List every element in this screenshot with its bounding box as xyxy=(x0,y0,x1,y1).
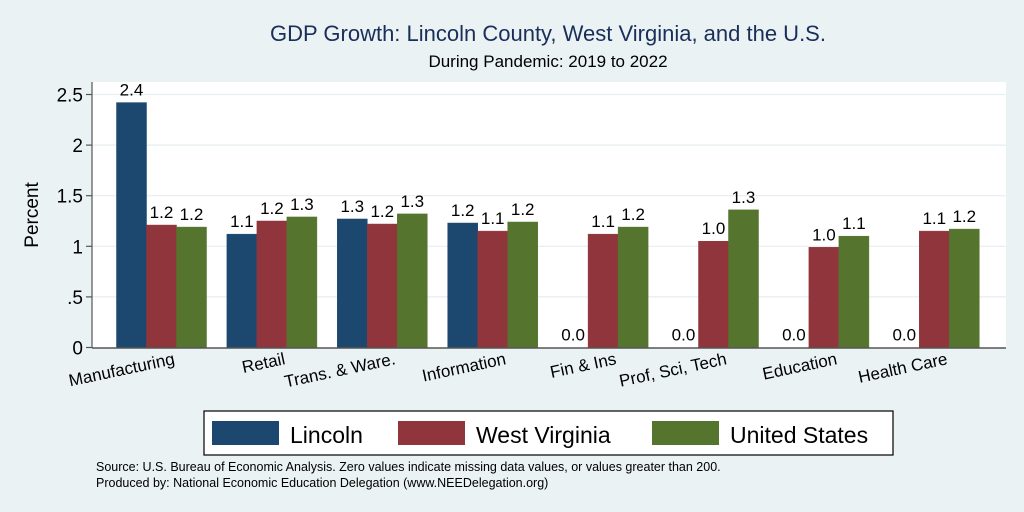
category-label: Education xyxy=(761,349,839,383)
bar-lincoln xyxy=(226,233,258,348)
data-label: 1.2 xyxy=(150,203,174,222)
legend-label: West Virginia xyxy=(476,422,611,448)
y-axis-ticks: 0 .5 1 1.5 2 2.5 xyxy=(57,86,92,360)
data-label: 1.2 xyxy=(180,205,204,224)
legend-label: United States xyxy=(730,422,868,448)
source-note: Source: U.S. Bureau of Economic Analysis… xyxy=(96,460,721,474)
bars xyxy=(116,102,980,348)
data-label: 1.0 xyxy=(812,225,836,244)
legend-swatch xyxy=(398,421,465,445)
data-label: 1.2 xyxy=(370,202,394,221)
category-label: Health Care xyxy=(856,349,949,386)
data-label: 0.0 xyxy=(672,326,696,345)
data-label: 0.0 xyxy=(892,326,916,345)
data-label: 1.1 xyxy=(481,209,505,228)
bar-lincoln xyxy=(337,218,368,348)
bar-west-virginia xyxy=(256,220,288,348)
y-tick-label: 0 xyxy=(72,339,83,360)
bar-united-states xyxy=(176,226,207,348)
bar-west-virginia xyxy=(146,224,177,348)
chart-subtitle: During Pandemic: 2019 to 2022 xyxy=(428,52,667,71)
y-tick-label: 2 xyxy=(72,136,83,157)
legend-box xyxy=(203,410,894,456)
legend-swatch xyxy=(652,421,719,445)
category-label: Retail xyxy=(240,349,286,377)
data-label: 1.1 xyxy=(922,209,946,228)
bar-west-virginia xyxy=(698,240,729,348)
data-label: 1.2 xyxy=(260,199,284,218)
bar-united-states xyxy=(617,226,649,348)
data-label: 0.0 xyxy=(782,326,806,345)
data-label: 1.2 xyxy=(451,201,475,220)
y-tick-label: 1.5 xyxy=(57,187,83,208)
y-tick-label: .5 xyxy=(67,288,83,309)
chart-title: GDP Growth: Lincoln County, West Virgini… xyxy=(270,21,826,46)
y-tick-label: 1 xyxy=(72,237,83,258)
data-label: 1.3 xyxy=(290,195,314,214)
data-label: 1.2 xyxy=(621,205,645,224)
bar-west-virginia xyxy=(808,247,840,348)
bar-lincoln xyxy=(447,222,478,348)
data-label: 1.0 xyxy=(702,219,726,238)
data-label: 1.2 xyxy=(952,207,976,226)
data-labels: 2.4 1.2 1.2 1.1 1.2 1.3 1.3 1.2 1.3 1.2 1.1 1.2 0.0 1… xyxy=(120,81,976,345)
bar-lincoln xyxy=(116,102,147,348)
bar-west-virginia xyxy=(919,230,950,348)
data-label: 0.0 xyxy=(561,326,585,345)
category-label: Prof, Sci, Tech xyxy=(617,349,728,390)
bar-united-states xyxy=(286,216,318,348)
category-label: Information xyxy=(420,349,507,385)
legend-swatch xyxy=(212,421,279,445)
y-axis-label: Percent xyxy=(22,182,43,248)
data-label: 1.2 xyxy=(511,200,535,219)
category-label: Fin & Ins xyxy=(548,349,618,382)
bar-united-states xyxy=(507,221,538,348)
data-label: 1.3 xyxy=(400,192,424,211)
producer-note: Produced by: National Economic Education… xyxy=(96,476,548,490)
bar-west-virginia xyxy=(477,230,508,348)
bar-united-states xyxy=(949,228,980,348)
data-label: 1.3 xyxy=(340,197,364,216)
data-label: 1.3 xyxy=(732,188,756,207)
bar-united-states xyxy=(397,213,428,348)
data-label: 1.1 xyxy=(230,212,254,231)
data-label: 1.1 xyxy=(591,212,615,231)
category-label: Manufacturing xyxy=(67,349,176,390)
legend: Lincoln West Virginia United States xyxy=(203,410,894,456)
bar-united-states xyxy=(728,209,759,348)
bar-west-virginia xyxy=(367,223,398,348)
bar-west-virginia xyxy=(587,233,619,348)
y-tick-label: 2.5 xyxy=(57,86,83,107)
data-label: 2.4 xyxy=(120,81,144,100)
category-label: Trans. & Ware. xyxy=(283,349,398,391)
data-label: 1.1 xyxy=(842,214,866,233)
bar-united-states xyxy=(838,235,870,348)
legend-label: Lincoln xyxy=(290,422,363,448)
